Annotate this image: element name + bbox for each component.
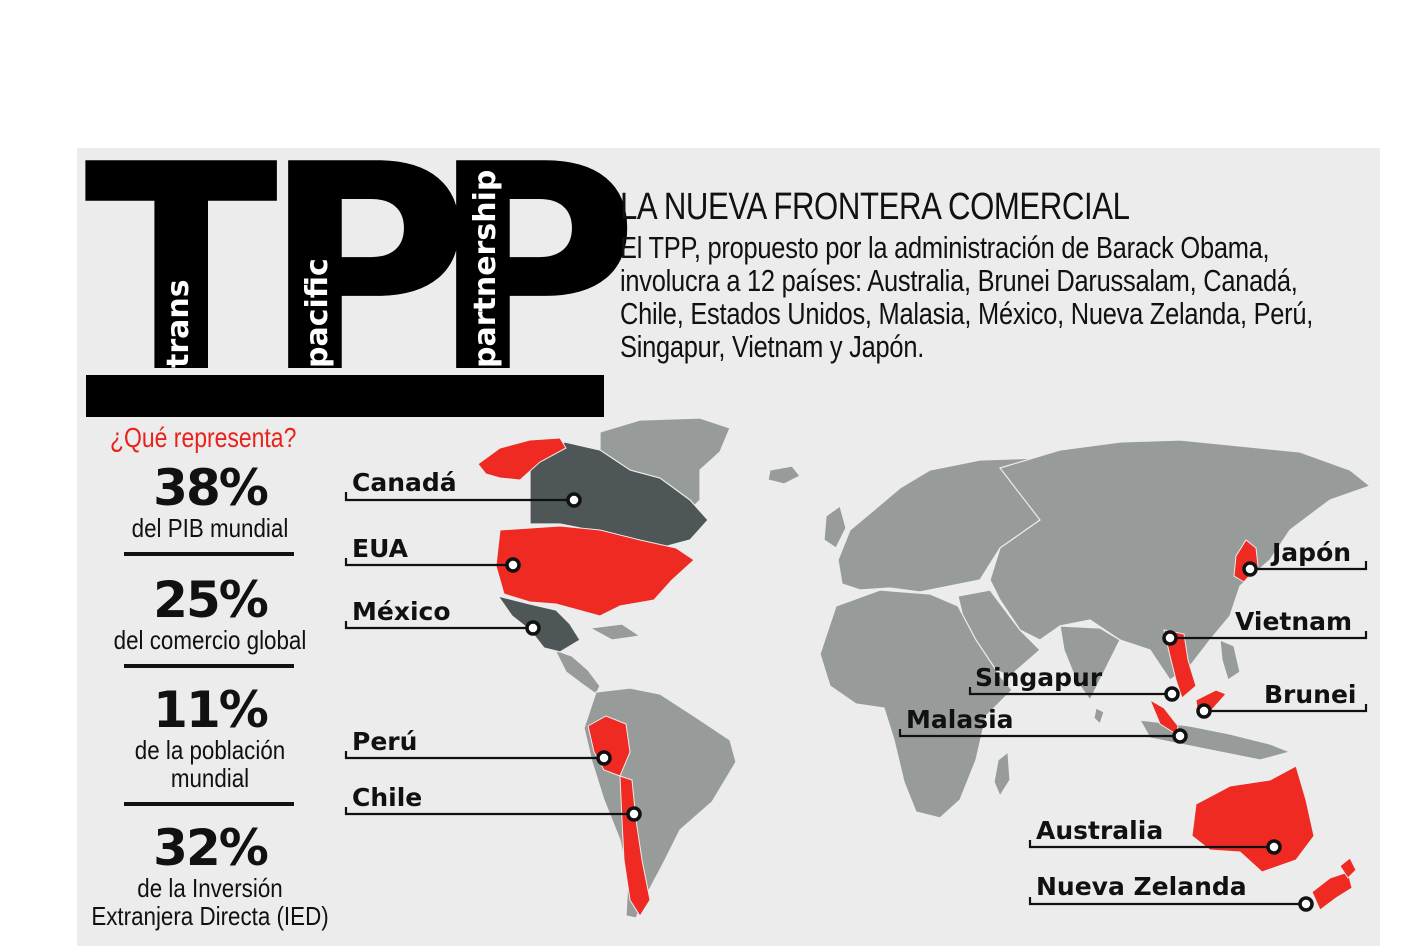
label-vietnam: Vietnam <box>1235 607 1353 636</box>
divider <box>124 664 294 668</box>
marker-peru <box>596 750 612 766</box>
new-zealand-north-shape <box>1339 857 1357 879</box>
marker-new-zealand <box>1298 896 1314 912</box>
stat-population: 11% de la población mundial <box>95 684 325 792</box>
logo-letter-p1: P <box>262 104 471 436</box>
stat-desc: del PIB mundial <box>131 513 289 543</box>
usa-shape <box>495 525 695 617</box>
label-malaysia: Malasia <box>906 705 1014 734</box>
stats-title: ¿Qué representa? <box>110 422 297 453</box>
stat-value: 38% <box>153 459 269 517</box>
logo-letter-t: T <box>84 104 278 436</box>
marker-mexico <box>525 620 541 636</box>
label-brunei: Brunei <box>1264 680 1357 709</box>
peru-shape <box>587 715 631 777</box>
marker-malaysia <box>1172 728 1188 744</box>
africa <box>819 589 1013 819</box>
alaska-shape <box>477 437 567 481</box>
iceland <box>767 465 801 485</box>
marker-vietnam <box>1162 630 1178 646</box>
marker-australia <box>1266 839 1282 855</box>
logo-word-trans: trans <box>161 279 196 368</box>
divider <box>124 802 294 806</box>
sri-lanka <box>1093 707 1105 726</box>
uk <box>823 505 847 549</box>
new-zealand-shape <box>1311 871 1353 911</box>
label-singapore: Singapur <box>975 663 1103 692</box>
stat-desc: del comercio global <box>113 625 307 655</box>
canada-shape <box>529 441 709 549</box>
stat-value: 25% <box>153 571 269 629</box>
label-new-zealand: Nueva Zelanda <box>1036 872 1247 901</box>
label-japan: Japón <box>1272 538 1352 567</box>
logo-bar <box>86 375 604 417</box>
leader-lines <box>344 492 1368 906</box>
label-mexico: México <box>352 597 451 626</box>
india <box>1059 625 1121 702</box>
marker-brunei <box>1196 703 1212 719</box>
label-chile: Chile <box>352 783 423 812</box>
tpp-red-members <box>477 437 1357 917</box>
label-peru: Perú <box>352 727 418 756</box>
stat-gdp: 38% del PIB mundial <box>95 462 325 542</box>
stat-trade: 25% del comercio global <box>80 574 340 654</box>
marker-singapore <box>1164 686 1180 702</box>
logo-word-partnership: partnership <box>468 169 503 368</box>
intro-text: El TPP, propuesto por la administración … <box>620 230 1314 364</box>
asia <box>989 439 1372 681</box>
stat-value: 11% <box>153 681 269 739</box>
location-markers <box>505 492 1314 912</box>
philippines <box>1219 639 1241 681</box>
caribbean <box>588 623 642 641</box>
label-australia: Australia <box>1036 816 1164 845</box>
world-map <box>344 417 1372 919</box>
stat-value: 32% <box>153 819 269 877</box>
logo-word-pacific: pacific <box>300 258 335 368</box>
stat-desc: de la Inversión Extranjera Directa (IED) <box>91 873 329 931</box>
marker-chile <box>626 806 642 822</box>
marker-japan <box>1242 561 1258 577</box>
label-canada: Canadá <box>352 468 457 497</box>
label-usa: EUA <box>352 534 408 563</box>
marker-usa <box>505 557 521 573</box>
stat-fdi: 32% de la Inversión Extranjera Directa (… <box>70 822 350 930</box>
logo-letter-p2: P <box>430 104 639 436</box>
land-masses <box>553 417 1372 919</box>
headline: LA NUEVA FRONTERA COMERCIAL <box>620 186 1130 228</box>
australia-shape <box>1191 765 1315 873</box>
stat-desc: de la población mundial <box>134 735 286 793</box>
madagascar <box>993 750 1011 798</box>
central-america <box>553 648 601 695</box>
marker-canada <box>566 492 582 508</box>
divider <box>124 552 294 556</box>
